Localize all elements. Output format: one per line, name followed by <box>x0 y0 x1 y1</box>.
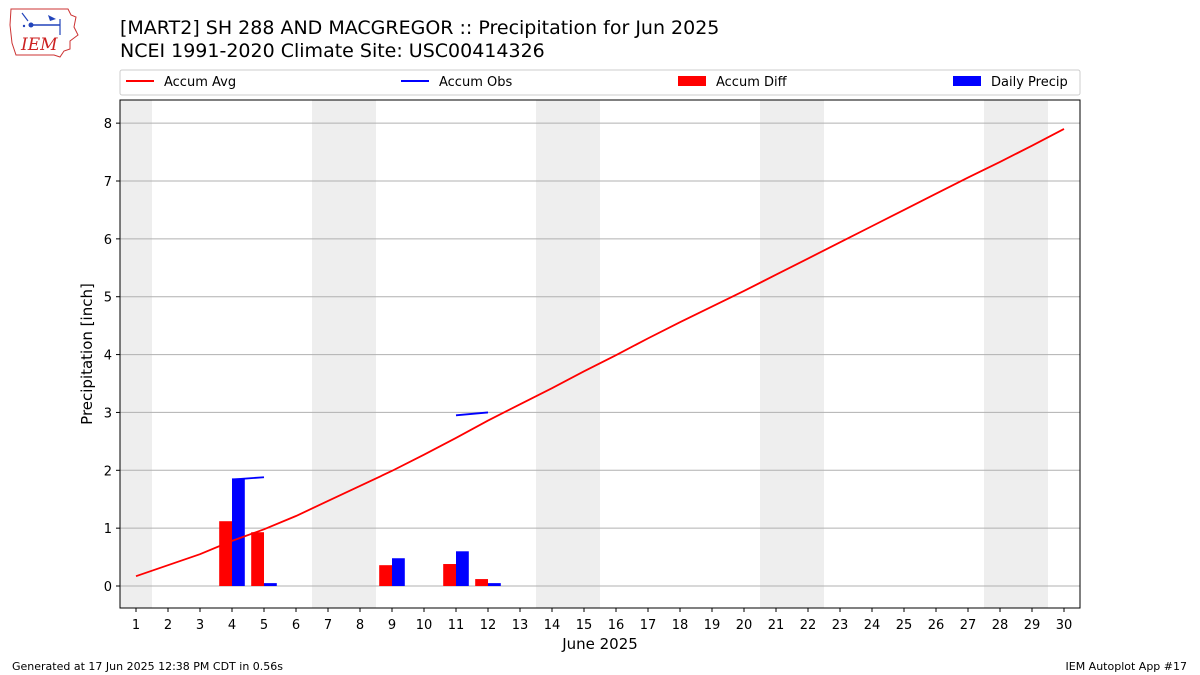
y-tick-label: 6 <box>104 233 112 248</box>
legend-label: Accum Avg <box>164 75 236 90</box>
y-tick-label: 2 <box>104 464 112 479</box>
daily-precip-bar <box>232 478 245 587</box>
x-tick-label: 28 <box>992 618 1009 633</box>
legend-label: Accum Obs <box>439 75 512 90</box>
accum-obs-line <box>231 476 265 481</box>
daily-precip-bar <box>456 551 469 587</box>
accum-diff-bar <box>475 579 488 587</box>
weekend-shade <box>760 100 792 608</box>
x-tick-label: 10 <box>416 618 433 633</box>
bars <box>219 478 501 587</box>
accum-diff-bar <box>443 564 456 587</box>
x-tick-label: 1 <box>132 618 140 633</box>
legend-label: Daily Precip <box>991 75 1068 90</box>
weekend-shade <box>536 100 568 608</box>
weekend-shade <box>568 100 600 608</box>
x-tick-label: 16 <box>608 618 625 633</box>
x-tick-label: 27 <box>960 618 977 633</box>
plot-frame <box>119 99 1081 609</box>
generated-timestamp: Generated at 17 Jun 2025 12:38 PM CDT in… <box>12 660 284 673</box>
iem-logo: IEM <box>8 5 82 63</box>
x-tick-label: 18 <box>672 618 689 633</box>
x-tick-label: 21 <box>768 618 785 633</box>
y-tick-label: 5 <box>104 291 112 306</box>
accum-avg-line <box>135 128 1065 578</box>
weekend-shade <box>120 100 152 608</box>
x-tick-label: 9 <box>388 618 396 633</box>
y-axis-label: Precipitation [inch] <box>78 283 96 425</box>
chart-subtitle: NCEI 1991-2020 Climate Site: USC00414326 <box>120 40 545 62</box>
daily-precip-bar <box>488 583 501 587</box>
daily-precip-bar <box>264 583 277 587</box>
weekend-shading <box>120 100 1048 608</box>
accum-diff-bar <box>379 565 392 587</box>
y-tick-label: 7 <box>104 175 112 190</box>
x-tick-label: 7 <box>324 618 332 633</box>
y-tick-label: 0 <box>104 580 112 595</box>
gridlines <box>120 122 1080 587</box>
legend: Accum Avg Accum Obs Accum Diff Daily Precip <box>119 69 1081 96</box>
lines <box>135 128 1065 578</box>
weekend-shade <box>312 100 344 608</box>
x-tick-label: 8 <box>356 618 364 633</box>
x-tick-label: 24 <box>864 618 881 633</box>
x-tick-label: 20 <box>736 618 753 633</box>
chart-title: [MART2] SH 288 AND MACGREGOR :: Precipit… <box>120 17 720 39</box>
accum-diff-bar <box>251 532 264 587</box>
accum-diff-bar <box>219 521 232 587</box>
x-tick-label: 17 <box>640 618 657 633</box>
x-tick-label: 22 <box>800 618 817 633</box>
daily-precip-bar <box>392 558 405 587</box>
weekend-shade <box>984 100 1016 608</box>
weekend-shade <box>1016 100 1048 608</box>
x-axis-label: June 2025 <box>561 635 638 653</box>
x-tick-label: 15 <box>576 618 593 633</box>
legend-swatch <box>953 76 981 86</box>
app-label: IEM Autoplot App #17 <box>1065 660 1188 673</box>
x-tick-label: 25 <box>896 618 913 633</box>
y-tick-label: 3 <box>104 406 112 421</box>
svg-text:IEM: IEM <box>20 35 58 55</box>
x-tick-label: 30 <box>1056 618 1073 633</box>
x-tick-label: 3 <box>196 618 204 633</box>
x-tick-label: 19 <box>704 618 721 633</box>
x-tick-label: 11 <box>448 618 465 633</box>
y-tick-label: 1 <box>104 522 112 537</box>
x-tick-label: 23 <box>832 618 849 633</box>
x-tick-label: 13 <box>512 618 529 633</box>
legend-box <box>119 69 1081 96</box>
legend-swatch <box>678 76 706 86</box>
weekend-shade <box>344 100 376 608</box>
x-tick-label: 4 <box>228 618 236 633</box>
accum-obs-line <box>455 411 489 417</box>
x-tick-label: 2 <box>164 618 172 633</box>
weekend-shade <box>792 100 824 608</box>
y-tick-label: 8 <box>104 117 112 132</box>
x-tick-label: 6 <box>292 618 300 633</box>
x-tick-label: 5 <box>260 618 268 633</box>
x-tick-label: 29 <box>1024 618 1041 633</box>
x-tick-label: 26 <box>928 618 945 633</box>
x-tick-label: 14 <box>544 618 561 633</box>
y-tick-label: 4 <box>104 349 112 364</box>
x-tick-label: 12 <box>480 618 497 633</box>
legend-label: Accum Diff <box>716 75 788 90</box>
